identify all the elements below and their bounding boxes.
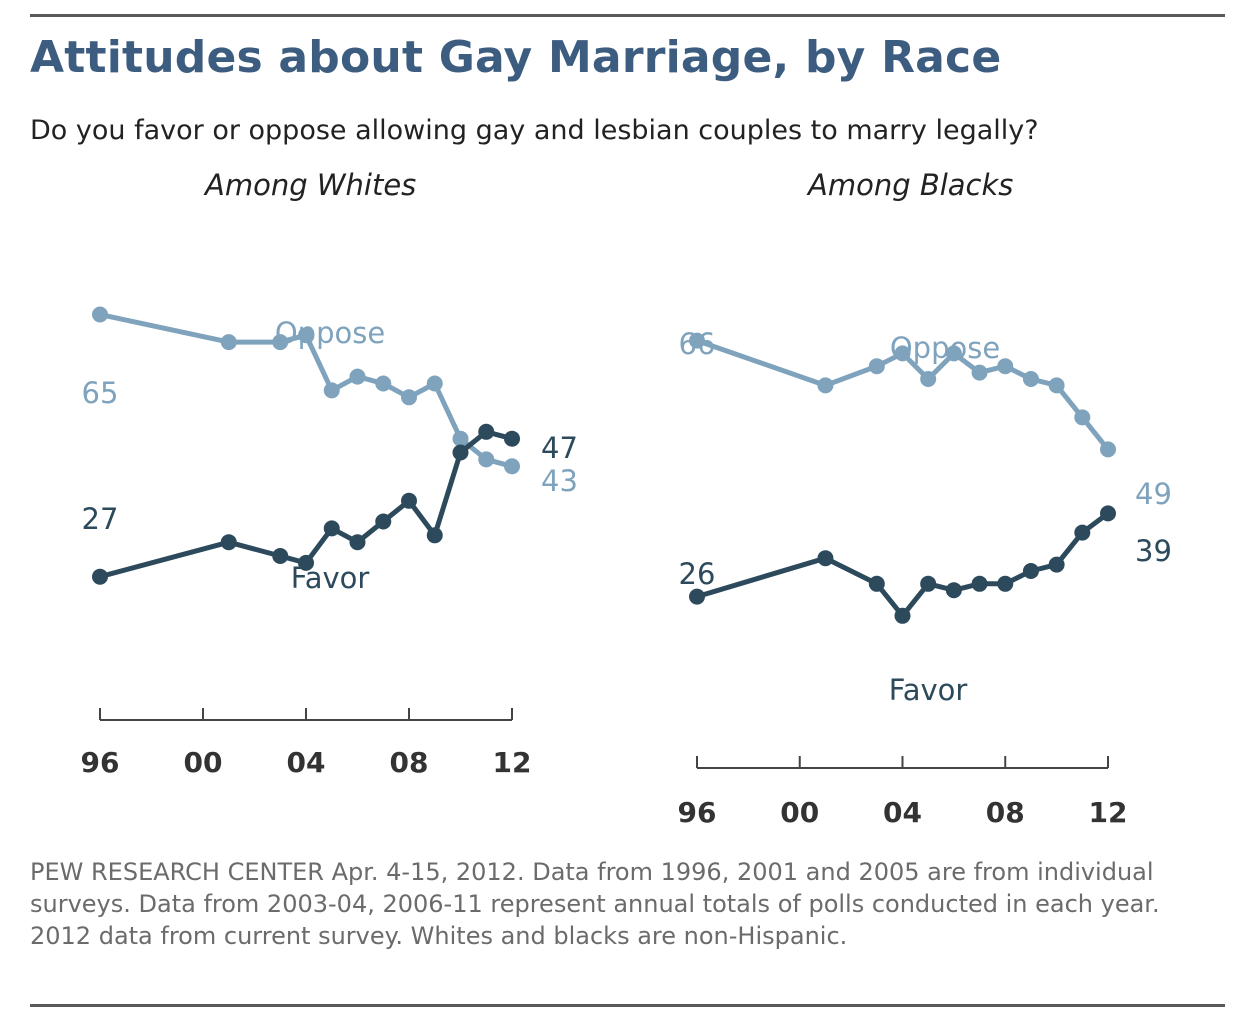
data-point-favor [478,423,495,440]
top-rule [30,14,1225,17]
data-point-oppose [298,327,314,344]
start-value-label: 66 [679,327,716,361]
data-point-oppose [997,358,1014,375]
end-value-label: 49 [1135,477,1172,511]
data-point-oppose [945,345,962,362]
data-point-favor [920,575,937,592]
data-point-favor [272,548,289,564]
data-point-favor [945,582,962,599]
data-point-oppose [349,368,366,385]
data-point-favor [1100,505,1116,522]
data-point-oppose [504,458,520,475]
data-point-oppose [478,451,495,468]
data-point-oppose [1022,371,1039,387]
data-point-favor [894,607,911,624]
panel-title-blacks: Among Blacks [808,168,1014,202]
x-tick-label: 12 [493,746,532,779]
end-value-label: 39 [1135,534,1172,568]
data-point-oppose [220,334,237,351]
start-value-label: 65 [82,376,119,410]
x-tick-label: 08 [986,796,1025,829]
data-point-oppose [817,377,834,394]
data-point-favor [971,575,988,592]
x-tick-label: 00 [780,796,819,829]
source-note: PEW RESEARCH CENTER Apr. 4-15, 2012. Dat… [30,858,1160,950]
series-label-favor: Favor [889,673,968,707]
data-point-favor [375,513,392,530]
data-point-favor [323,520,340,537]
data-point-oppose [452,430,469,447]
chart-title: Attitudes about Gay Marriage, by Race [30,32,1002,83]
data-point-oppose [1100,441,1116,458]
data-point-oppose [920,371,937,387]
data-point-oppose [1048,377,1065,394]
series-line-favor [696,511,1110,619]
series-label-oppose: Oppose [275,316,385,350]
data-point-favor [92,568,108,585]
data-point-favor [817,550,834,567]
line-charts: 96 00 04 08 12 Oppose 65 43 Favor 27 47 96 00 04 08 12 O… [81,306,1172,829]
data-point-favor [349,534,366,551]
x-tick-label: 04 [287,746,326,779]
data-point-favor [1048,556,1065,573]
end-value-label: 47 [541,431,578,465]
data-point-oppose [272,334,289,351]
x-tick-label: 00 [184,746,223,779]
data-point-favor [452,444,469,461]
data-point-oppose [868,358,885,375]
data-point-favor [504,430,520,447]
data-point-oppose [375,375,392,392]
data-point-favor [1022,563,1039,579]
x-tick-label: 12 [1089,796,1128,829]
series-label-favor: Favor [291,561,370,595]
data-point-oppose [971,364,988,381]
data-point-oppose [689,332,705,349]
data-point-favor [426,527,443,544]
data-point-favor [689,588,705,605]
bottom-rule [30,1004,1225,1007]
x-tick-label: 08 [390,746,429,779]
x-tick-label: 96 [81,746,120,779]
data-point-favor [868,575,885,592]
data-point-oppose [426,375,443,392]
data-point-oppose [401,389,417,406]
data-point-oppose [894,345,911,362]
data-point-oppose [92,306,108,323]
end-value-label: 43 [541,464,578,498]
start-value-label: 27 [82,502,119,536]
start-value-label: 26 [679,557,716,591]
x-tick-label: 04 [883,796,922,829]
data-point-oppose [323,382,340,399]
panel-title-whites: Among Whites [205,168,417,202]
data-point-favor [1074,524,1091,541]
x-tick-label: 96 [678,796,717,829]
survey-question: Do you favor or oppose allowing gay and … [30,115,1039,146]
data-point-favor [298,554,314,571]
data-point-favor [220,534,237,551]
data-point-favor [401,492,417,509]
data-point-favor [997,575,1014,592]
series-label-oppose: Oppose [890,331,1000,365]
data-point-oppose [1074,409,1091,426]
